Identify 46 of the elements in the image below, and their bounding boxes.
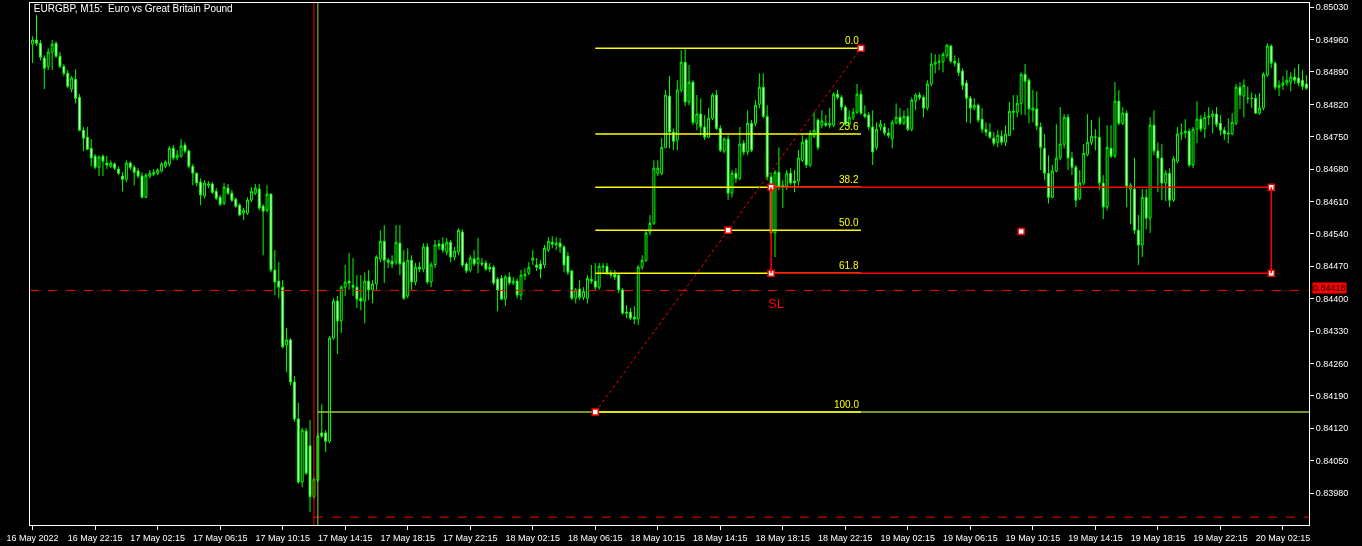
ref-line-label: 0.84418	[1313, 283, 1346, 293]
y-tick-label: 0.84680	[1315, 164, 1349, 175]
series-label: 23.6	[839, 121, 859, 132]
series-label: 61.8	[839, 260, 859, 271]
x-tick-label: 18 May 10:15	[630, 532, 686, 543]
x-tick-label: 17 May 14:15	[317, 532, 373, 543]
x-tick-label: 19 May 06:15	[943, 532, 998, 543]
chart-title: EURGBP, M15: Euro vs Great Britain Pound	[33, 3, 233, 14]
y-tick-label: 0.84610	[1315, 196, 1349, 207]
x-tick-label: 17 May 18:15	[380, 532, 435, 543]
x-tick-label: 19 May 02:15	[880, 532, 936, 543]
x-tick-label: 18 May 22:15	[818, 532, 873, 543]
x-tick-label: 19 May 10:15	[1005, 532, 1061, 543]
x-tick-label: 19 May 18:15	[1130, 532, 1186, 543]
x-tick-label: 18 May 06:15	[567, 532, 623, 543]
x-tick-label: 18 May 18:15	[755, 532, 811, 543]
series-label: 0.0	[845, 35, 860, 46]
y-tick-label: 0.84820	[1315, 99, 1349, 110]
x-tick-label: 17 May 22:15	[442, 532, 498, 543]
y-tick-label: 0.84750	[1315, 131, 1349, 142]
series-label: 38.2	[839, 174, 859, 185]
y-tick-label: 0.84470	[1315, 261, 1349, 272]
y-tick-label: 0.84890	[1315, 67, 1349, 78]
y-tick-label: 0.85030	[1315, 2, 1349, 13]
y-tick-label: 0.84260	[1315, 358, 1349, 369]
y-tick-label: 0.84540	[1315, 229, 1349, 240]
x-tick-label: 16 May 2022	[6, 532, 59, 543]
x-tick-label: 16 May 22:15	[67, 532, 123, 543]
x-tick-label: 19 May 22:15	[1193, 532, 1248, 543]
y-tick-label: 0.83980	[1315, 488, 1349, 499]
x-tick-label: 18 May 14:15	[693, 532, 748, 543]
x-tick-label: 17 May 02:15	[130, 532, 185, 543]
y-tick-label: 0.84050	[1315, 455, 1349, 466]
y-tick-label: 0.84400	[1315, 293, 1349, 304]
x-tick-label: 18 May 02:15	[505, 532, 561, 543]
y-tick-label: 0.84330	[1315, 326, 1349, 337]
series-label: 50.0	[839, 217, 859, 228]
x-tick-label: 19 May 14:15	[1068, 532, 1123, 543]
x-tick-label: 20 May 02:15	[1255, 532, 1311, 543]
y-tick-label: 0.84190	[1315, 391, 1349, 402]
y-tick-label: 0.84960	[1315, 34, 1349, 45]
x-tick-label: 17 May 06:15	[192, 532, 248, 543]
x-tick-label: 17 May 10:15	[255, 532, 310, 543]
y-tick-label: 0.84120	[1315, 423, 1349, 434]
series-label: 100.0	[834, 399, 860, 410]
annotation: SL	[768, 296, 784, 311]
